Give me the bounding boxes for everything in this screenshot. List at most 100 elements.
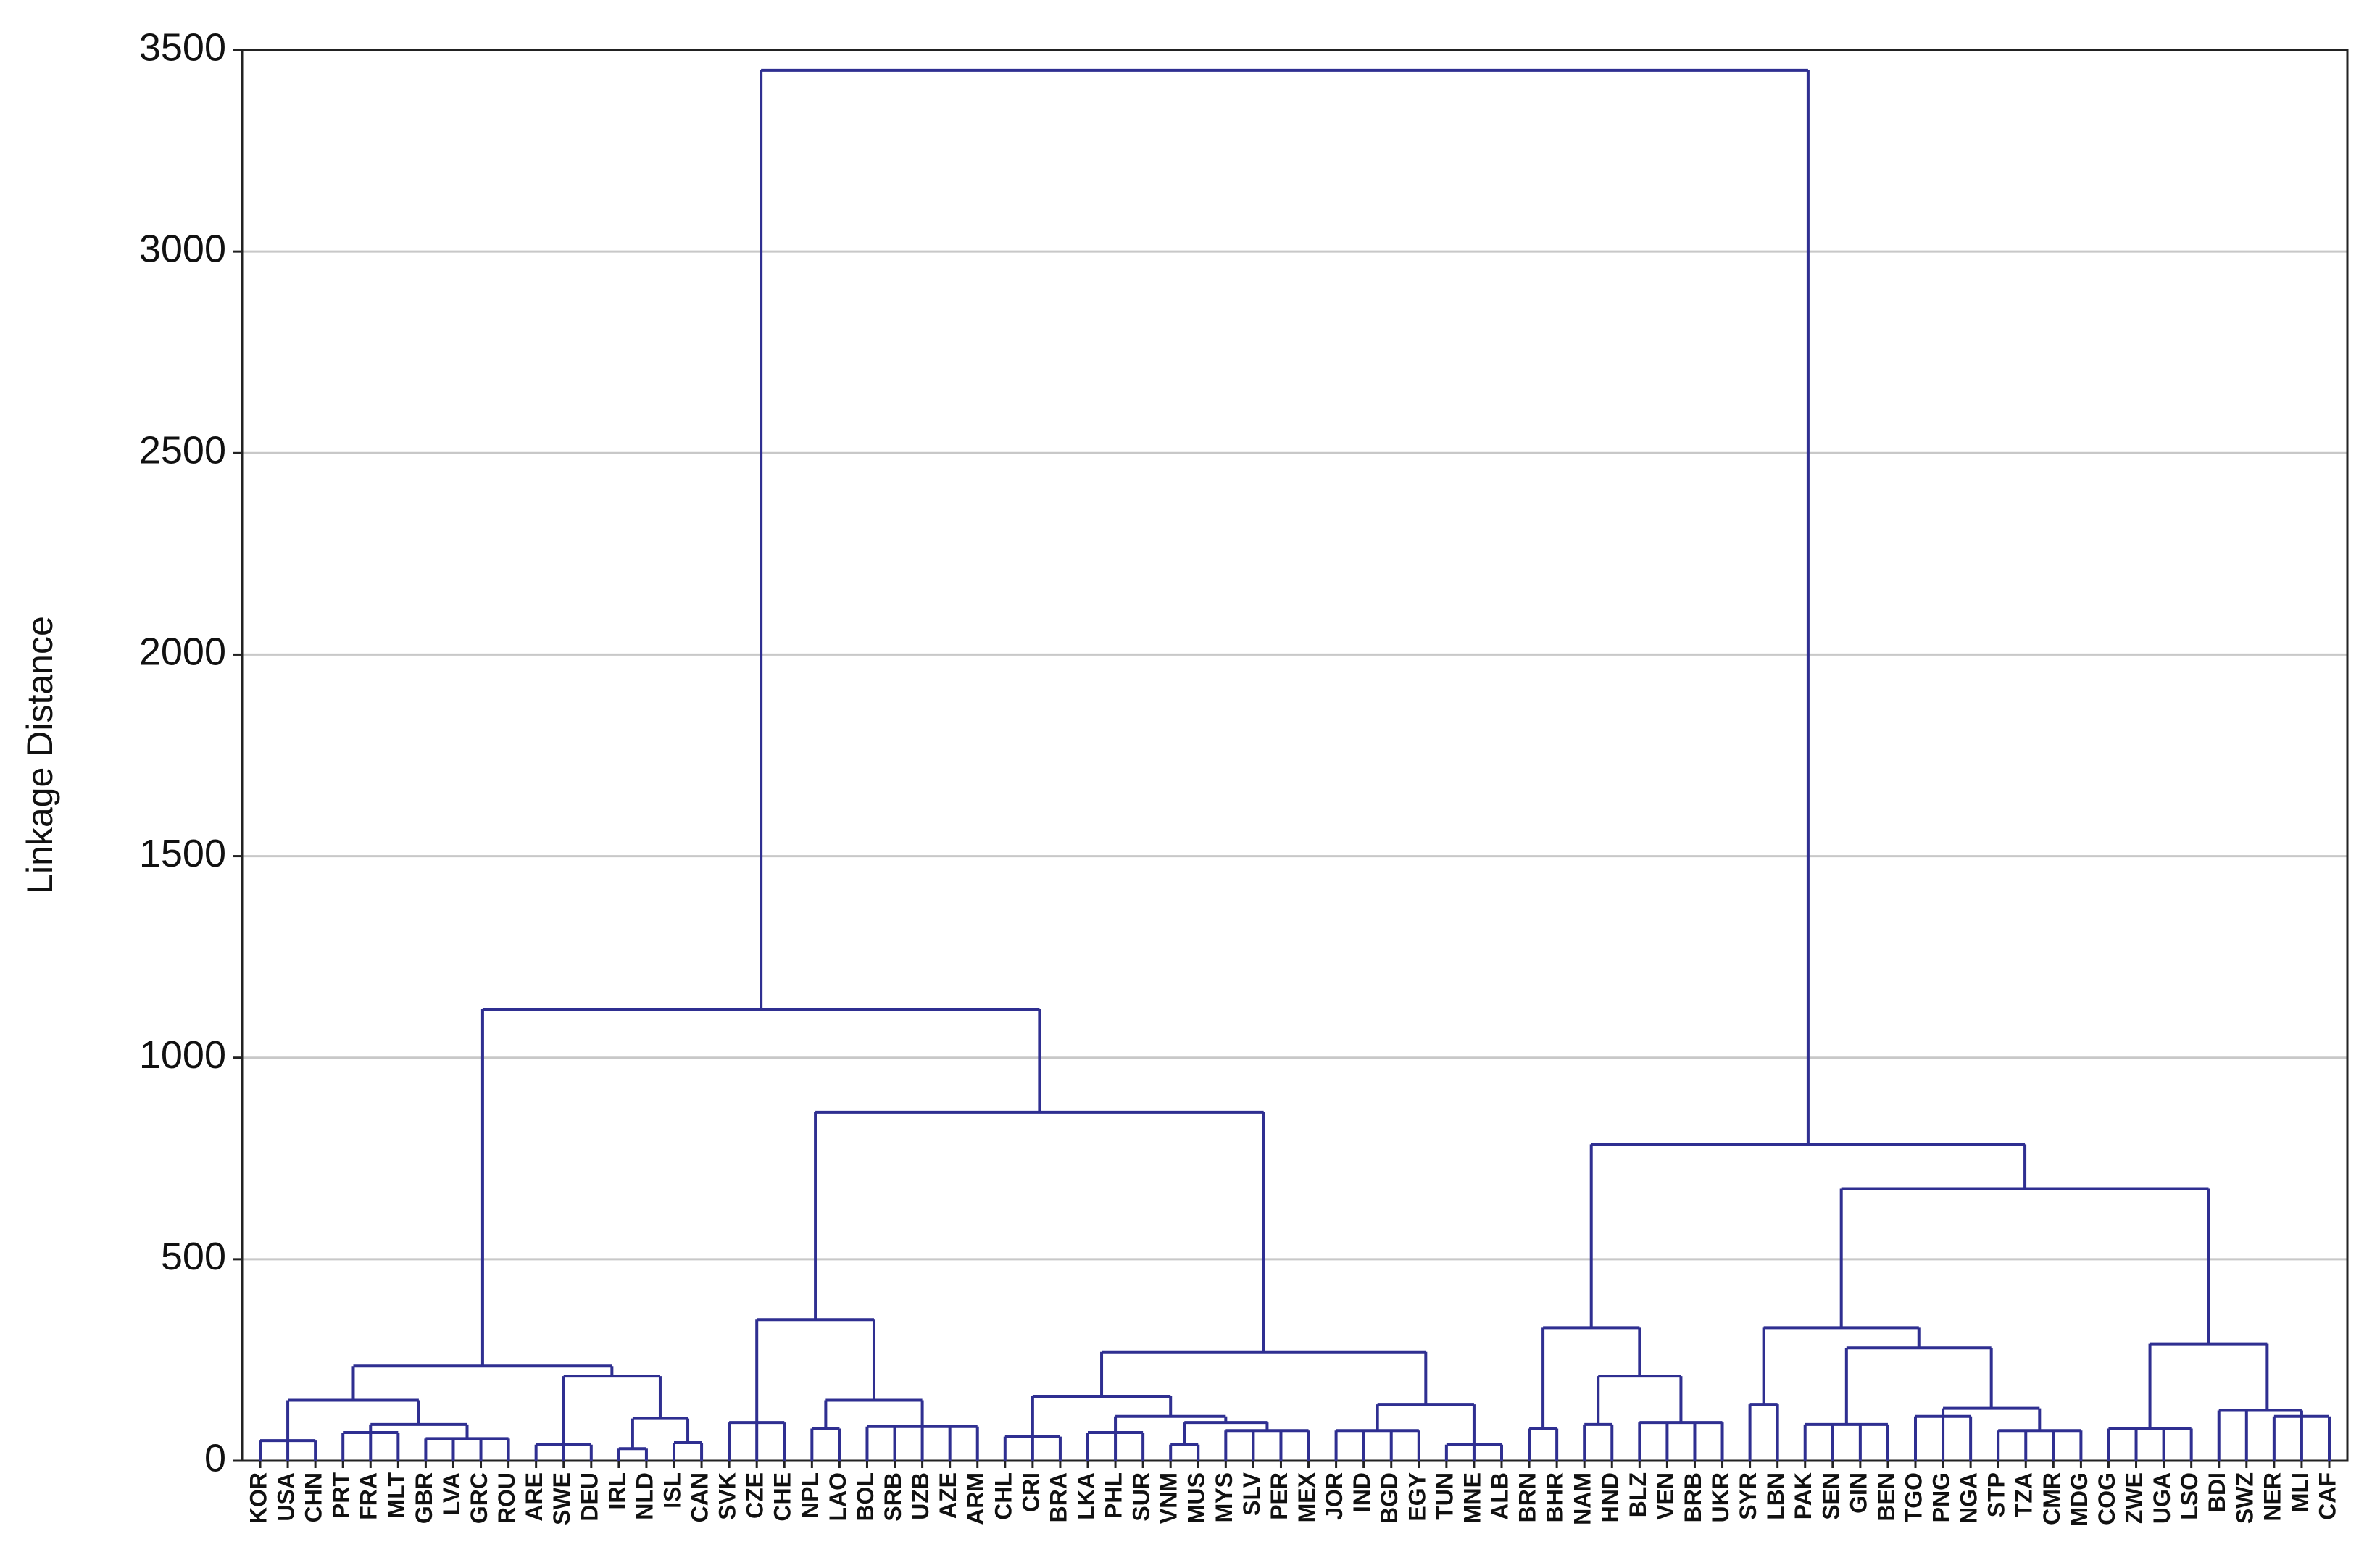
x-tick-label: NAM [1570, 1472, 1596, 1525]
x-tick-label: VEN [1652, 1472, 1678, 1520]
x-tick-label: CHE [770, 1472, 796, 1522]
x-tick-label: LSO [2176, 1472, 2202, 1520]
y-tick-label: 2000 [139, 630, 226, 674]
x-tick-label: TGO [1900, 1472, 1926, 1522]
x-tick-label: COG [2094, 1472, 2120, 1525]
x-tick-label: IND [1349, 1472, 1375, 1512]
merge-link [1528, 1427, 1559, 1461]
x-tick-label: GIN [1845, 1472, 1871, 1514]
x-tick-label: BHR [1542, 1472, 1568, 1522]
merge-link [824, 1398, 924, 1429]
x-tick-label: NGA [1956, 1472, 1982, 1524]
x-tick-label: CMR [2039, 1472, 2065, 1525]
merge-link [2148, 1342, 2269, 1429]
merge-link [810, 1427, 841, 1461]
x-tick-label: ZWE [2121, 1472, 2147, 1524]
y-tick-label: 500 [161, 1235, 226, 1278]
merge-link [760, 68, 1810, 1145]
x-tick-label: SLV [1239, 1472, 1265, 1516]
x-tick-label: CHL [990, 1472, 1016, 1520]
x-tick-label: BDI [2204, 1472, 2230, 1512]
merge-link [1003, 1435, 1062, 1461]
y-tick-label: 1000 [139, 1033, 226, 1077]
x-tick-label: HND [1597, 1472, 1623, 1522]
merge-link [1541, 1326, 1641, 1429]
x-tick-label: ROU [494, 1472, 520, 1524]
merge-link [728, 1421, 786, 1461]
x-tick-label: EGY [1404, 1472, 1430, 1522]
x-tick-label: LKA [1073, 1472, 1099, 1520]
x-tick-label: MUS [1183, 1472, 1210, 1524]
x-tick-label: LVA [438, 1472, 465, 1515]
x-tick-label: CHN [301, 1472, 327, 1522]
y-tick-label: 3500 [139, 25, 226, 69]
merge-link [1114, 1414, 1228, 1433]
merge-link [1638, 1421, 1724, 1461]
x-tick-label: TZA [2011, 1472, 2037, 1517]
x-tick-label: TUN [1431, 1472, 1457, 1520]
x-tick-label: GBR [411, 1472, 437, 1524]
x-tick-label: ARE [521, 1472, 547, 1522]
merge-link [865, 1425, 979, 1461]
merge-link [1589, 1143, 2027, 1328]
x-tick-label: MYS [1211, 1472, 1237, 1522]
x-tick-label: UZB [907, 1472, 933, 1520]
x-tick-label: PRT [328, 1472, 354, 1519]
merge-link [424, 1437, 510, 1461]
merge-link [286, 1398, 420, 1441]
x-tick-label: NER [2259, 1472, 2285, 1522]
x-tick-label: CRI [1018, 1472, 1044, 1512]
merge-link [1762, 1326, 1921, 1405]
y-tick-label: 1500 [139, 832, 226, 875]
x-tick-label: PNG [1928, 1472, 1955, 1522]
x-tick-label: SWZ [2231, 1472, 2257, 1524]
y-tick-label: 0 [204, 1436, 226, 1480]
x-tick-label: VNM [1156, 1472, 1182, 1524]
x-tick-label: UGA [2149, 1472, 2175, 1524]
merge-link [1839, 1187, 2210, 1344]
x-tick-label: LBN [1763, 1472, 1789, 1520]
merge-link [2107, 1427, 2193, 1461]
x-tick-label: BRN [1515, 1472, 1541, 1522]
x-tick-label: SEN [1818, 1472, 1844, 1520]
merge-link [341, 1431, 400, 1461]
x-tick-label: CZE [742, 1472, 768, 1519]
merge-link [1086, 1431, 1145, 1461]
x-tick-label: MLT [383, 1472, 409, 1519]
x-tick-label: UKR [1707, 1472, 1734, 1522]
x-tick-label: PER [1266, 1472, 1292, 1520]
x-tick-label: SVK [715, 1472, 741, 1520]
merge-link [1334, 1429, 1420, 1461]
x-tick-label: BRB [1680, 1472, 1706, 1522]
y-tick-label: 3000 [139, 227, 226, 270]
x-tick-label: MDG [2066, 1472, 2092, 1527]
x-tick-label: SYR [1735, 1472, 1761, 1520]
x-tick-label: ARM [962, 1472, 989, 1525]
x-tick-label: MLI [2286, 1472, 2313, 1512]
x-tick-label: STP [1984, 1472, 2010, 1517]
x-tick-label: SUR [1128, 1472, 1154, 1522]
merge-link [673, 1440, 704, 1461]
merge-link [1803, 1422, 1889, 1461]
merge-link [1444, 1443, 1503, 1461]
x-tick-label: CAN [687, 1472, 713, 1522]
merge-link [1169, 1443, 1200, 1461]
merge-link [1997, 1429, 2083, 1461]
x-tick-label: GRC [466, 1472, 492, 1524]
x-tick-label: BGD [1376, 1472, 1402, 1524]
x-tick-label: DEU [576, 1472, 602, 1522]
x-tick-label: JOR [1321, 1472, 1347, 1520]
x-tick-label: NLD [631, 1472, 657, 1520]
merge-link [534, 1443, 593, 1461]
x-tick-label: USA [273, 1472, 299, 1522]
y-axis-title: Linkage Distance [20, 616, 60, 894]
x-tick-label: IRL [604, 1472, 630, 1510]
x-tick-label: AZE [935, 1472, 961, 1519]
x-tick-label: SRB [880, 1472, 906, 1522]
merge-link [1914, 1414, 1973, 1461]
x-tick-label: BEN [1873, 1472, 1899, 1522]
x-tick-label: MEX [1294, 1472, 1320, 1522]
x-tick-label: LAO [825, 1472, 851, 1522]
